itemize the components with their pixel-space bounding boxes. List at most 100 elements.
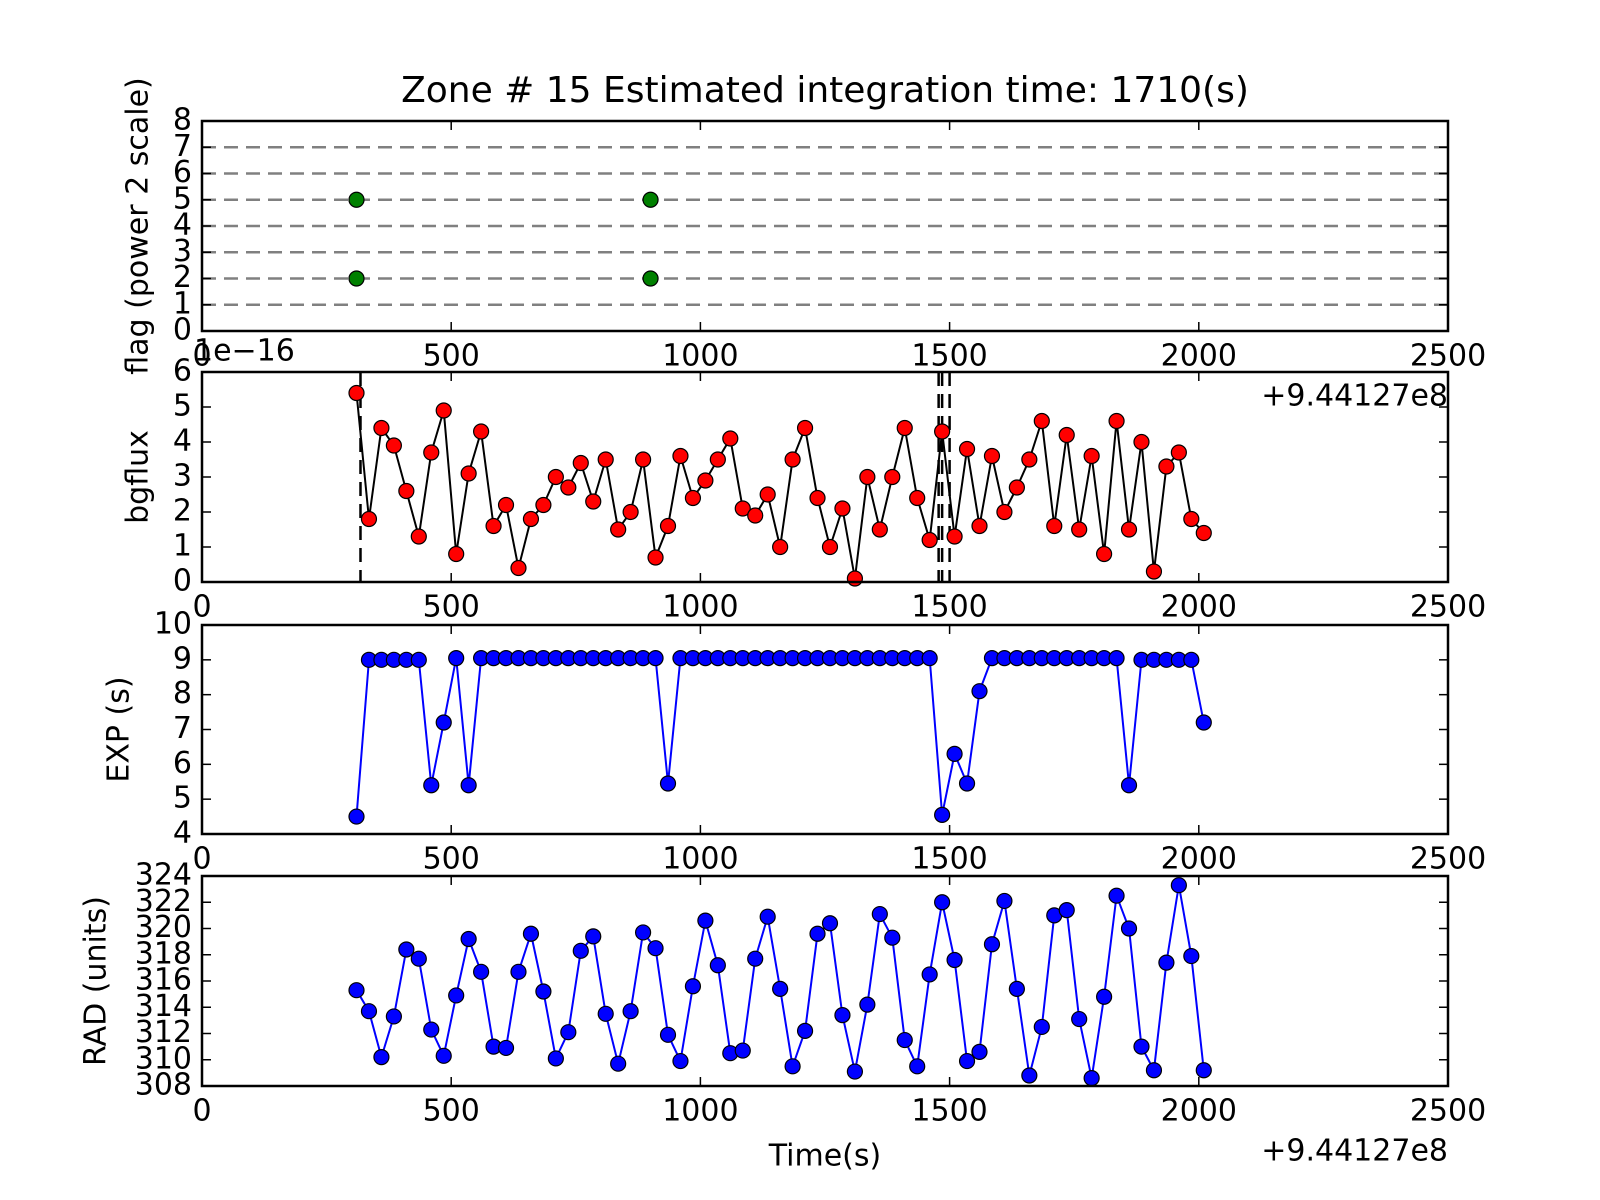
y-tick-label: 9 bbox=[173, 641, 192, 676]
data-point bbox=[373, 419, 390, 437]
data-point bbox=[983, 447, 1001, 465]
data-point bbox=[672, 1052, 689, 1070]
y-tick-label: 318 bbox=[135, 936, 192, 971]
y-tick-label: 5 bbox=[173, 181, 192, 216]
x-tick-label: 2500 bbox=[1410, 1094, 1486, 1129]
y-tick-label: 4 bbox=[173, 816, 192, 851]
data-point bbox=[772, 980, 789, 997]
data-point bbox=[535, 983, 552, 1000]
y-tick-label: 3 bbox=[173, 459, 192, 494]
data-point bbox=[448, 987, 465, 1004]
data-point bbox=[1071, 1010, 1088, 1028]
data-point bbox=[348, 384, 365, 402]
y-tick-label: 6 bbox=[173, 354, 192, 389]
data-point bbox=[784, 451, 801, 468]
data-point bbox=[796, 419, 814, 437]
data-point bbox=[1183, 947, 1200, 965]
y-tick-label: 320 bbox=[135, 910, 192, 945]
data-point bbox=[410, 528, 427, 545]
data-point bbox=[360, 1003, 378, 1020]
x-tick-label: 1500 bbox=[911, 1094, 987, 1129]
data-point bbox=[1195, 714, 1212, 731]
data-point bbox=[497, 1039, 515, 1057]
data-point bbox=[747, 507, 764, 524]
x-tick-label: 2000 bbox=[1161, 339, 1237, 374]
y-tick-label: 6 bbox=[173, 746, 192, 781]
data-point bbox=[1083, 447, 1100, 465]
data-point bbox=[647, 549, 664, 566]
x-tick-label: 1500 bbox=[911, 590, 987, 625]
data-point bbox=[909, 1058, 926, 1075]
data-point bbox=[909, 489, 926, 507]
data-point bbox=[1183, 651, 1200, 668]
data-point bbox=[996, 892, 1013, 910]
data-point bbox=[1033, 1018, 1050, 1036]
data-point bbox=[709, 957, 726, 974]
data-point bbox=[634, 924, 652, 941]
data-point bbox=[348, 270, 365, 287]
data-point bbox=[572, 454, 589, 472]
data-point bbox=[946, 745, 963, 762]
data-point bbox=[859, 468, 876, 486]
y-tick-label: 7 bbox=[173, 129, 192, 164]
data-point bbox=[348, 191, 365, 208]
y-axis-label: flag (power 2 scale) bbox=[121, 77, 156, 374]
data-point bbox=[1145, 1062, 1163, 1079]
data-point bbox=[934, 423, 951, 440]
y-tick-label: 5 bbox=[173, 389, 192, 424]
data-point bbox=[1058, 426, 1075, 444]
data-point bbox=[398, 941, 415, 958]
data-point bbox=[522, 925, 540, 942]
data-point bbox=[597, 1005, 614, 1022]
data-point bbox=[971, 683, 988, 700]
data-point bbox=[647, 649, 664, 667]
data-point bbox=[896, 1031, 913, 1049]
x-tick-label: 2000 bbox=[1161, 1094, 1237, 1129]
data-point bbox=[1195, 1062, 1212, 1079]
y-tick-label: 1 bbox=[173, 529, 192, 564]
data-point bbox=[921, 649, 938, 667]
y-tick-label: 310 bbox=[135, 1041, 192, 1076]
data-point bbox=[435, 402, 452, 419]
axes-frame bbox=[200, 119, 1450, 333]
data-point bbox=[884, 468, 901, 486]
data-point bbox=[846, 1063, 864, 1080]
data-point bbox=[846, 570, 864, 587]
y-axis-label: RAD (units) bbox=[79, 896, 114, 1066]
y-tick-label: 312 bbox=[135, 1015, 192, 1050]
data-point bbox=[934, 806, 951, 823]
data-point bbox=[1195, 524, 1212, 542]
data-point bbox=[1183, 510, 1200, 528]
data-point bbox=[659, 775, 677, 792]
data-point bbox=[709, 451, 726, 468]
data-point bbox=[597, 451, 614, 468]
data-point bbox=[971, 517, 988, 535]
data-point bbox=[821, 915, 839, 932]
data-point bbox=[1096, 545, 1113, 563]
data-point bbox=[809, 489, 826, 507]
data-point bbox=[547, 1050, 564, 1067]
data-point bbox=[684, 978, 702, 995]
y-tick-label: 5 bbox=[173, 781, 192, 816]
y-tick-label: 7 bbox=[173, 711, 192, 746]
data-point bbox=[1145, 563, 1163, 580]
y-tick-label: 2 bbox=[173, 260, 192, 295]
data-point bbox=[697, 472, 714, 489]
data-point bbox=[1120, 920, 1138, 937]
data-point bbox=[398, 482, 415, 500]
data-point bbox=[772, 538, 789, 556]
data-point bbox=[510, 559, 527, 577]
x-offset-label: +9.44127e8 bbox=[1261, 1134, 1448, 1169]
data-point bbox=[560, 479, 577, 496]
y-axis-label: EXP (s) bbox=[102, 676, 137, 782]
data-point bbox=[759, 908, 776, 925]
data-point bbox=[1108, 887, 1125, 904]
data-point bbox=[560, 1024, 577, 1041]
data-point bbox=[1096, 988, 1113, 1005]
data-point bbox=[373, 1049, 390, 1066]
data-point bbox=[647, 940, 664, 957]
x-tick-label: 1500 bbox=[911, 842, 987, 877]
data-point bbox=[1108, 412, 1125, 430]
x-offset-label: +9.44127e8 bbox=[1261, 379, 1448, 414]
data-point bbox=[1008, 980, 1025, 997]
